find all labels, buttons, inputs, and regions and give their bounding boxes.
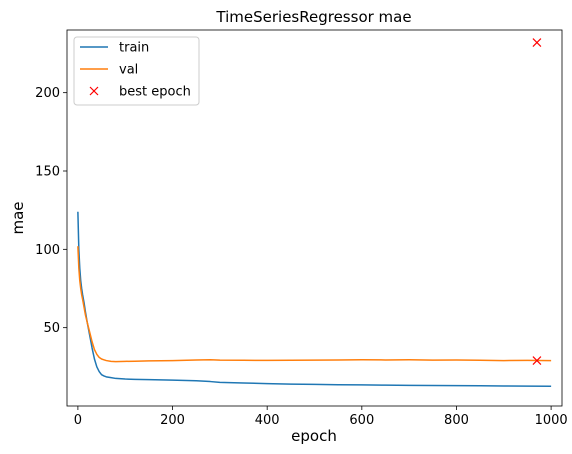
x-tick-label: 1000	[535, 413, 568, 428]
series-line-val	[77, 246, 552, 363]
x-tick-label: 400	[255, 413, 280, 428]
y-axis-label: mae	[9, 201, 27, 234]
y-tick-label: 50	[43, 321, 60, 336]
legend-box	[73, 36, 200, 106]
legend: train val best epoch	[73, 36, 200, 106]
best-epoch-marker-0	[532, 38, 542, 47]
legend-swatch-best-epoch	[89, 86, 99, 96]
x-tick-label: 0	[74, 413, 82, 428]
chart-title: TimeSeriesRegressor mae	[215, 8, 411, 26]
legend-label-best-epoch: best epoch	[119, 85, 191, 100]
best-epoch-marker-stroke	[532, 38, 542, 47]
best-epoch-marker-stroke	[532, 356, 542, 365]
y-tick-label: 100	[35, 243, 60, 258]
best-epoch-marker-1	[532, 356, 542, 365]
legend-label-train: train	[119, 41, 149, 56]
x-axis-label: epoch	[291, 427, 337, 445]
x-tick-label: 200	[160, 413, 185, 428]
plot-area: 0 200 400 600 800 1000 50 100 150 200	[35, 29, 568, 428]
x-tick-label: 800	[444, 413, 469, 428]
x-tick-label: 600	[349, 413, 374, 428]
y-tick-label: 150	[35, 165, 60, 180]
y-tick-label: 200	[35, 86, 60, 101]
legend-label-val: val	[119, 63, 138, 78]
axes-frame	[66, 29, 563, 407]
